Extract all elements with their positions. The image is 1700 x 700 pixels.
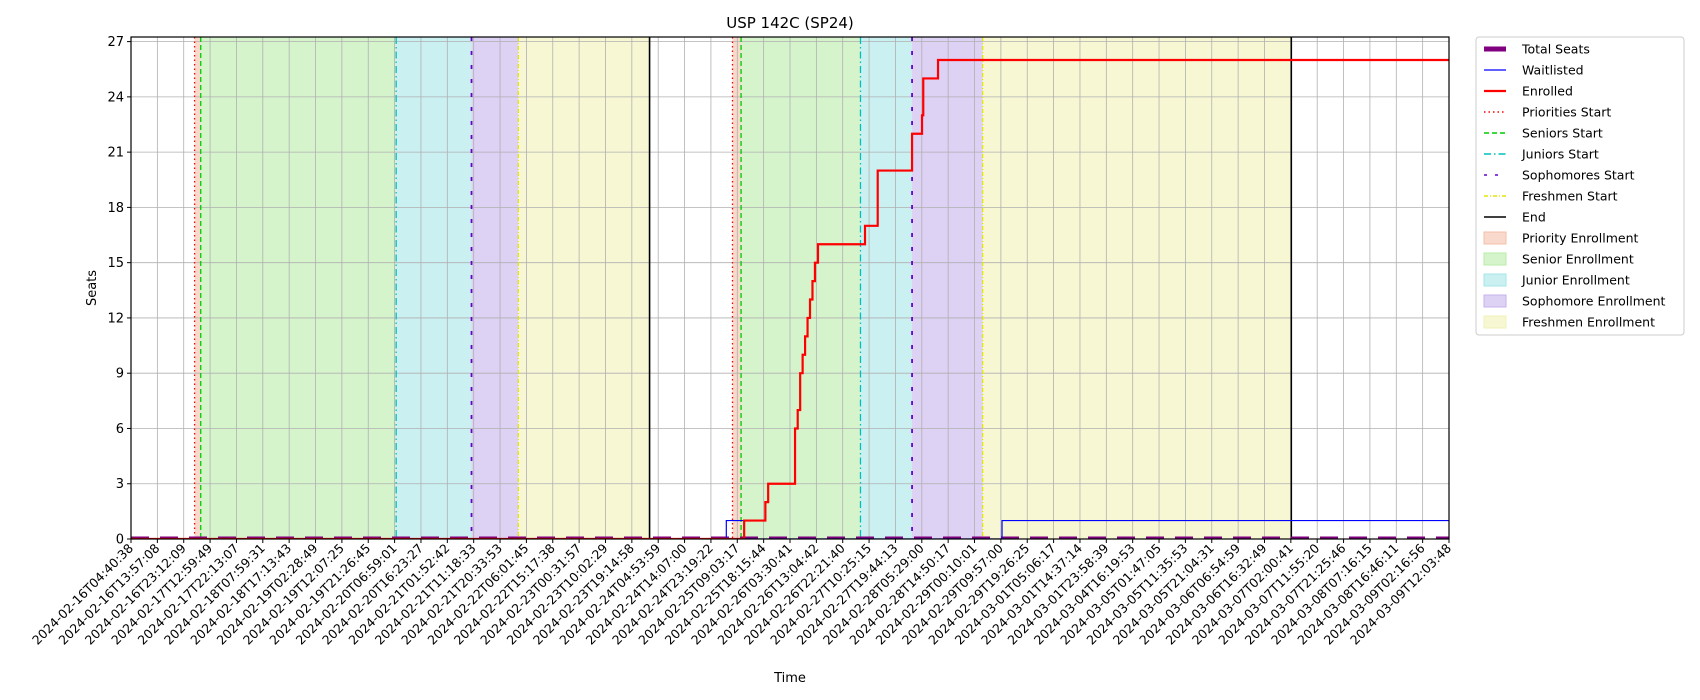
period-span-3-0 bbox=[471, 37, 519, 539]
period-span-0-0 bbox=[194, 37, 201, 539]
legend: Total Seats Waitlisted Enrolled Priorities … bbox=[1475, 36, 1685, 336]
legend-label-7: Freshmen Start bbox=[1522, 189, 1618, 204]
legend-swatch-9 bbox=[1483, 231, 1507, 245]
period-span-4-1 bbox=[982, 37, 1292, 539]
legend-label-2: Enrolled bbox=[1522, 84, 1573, 99]
legend-label-4: Seniors Start bbox=[1522, 126, 1603, 141]
period-span-0-1 bbox=[732, 37, 742, 539]
legend-label-12: Sophomore Enrollment bbox=[1522, 294, 1666, 309]
legend-label-10: Senior Enrollment bbox=[1522, 252, 1634, 267]
y-tick-label-7: 21 bbox=[107, 146, 124, 161]
period-span-1-0 bbox=[200, 37, 397, 539]
legend-label-5: Juniors Start bbox=[1521, 147, 1599, 162]
period-span-1-1 bbox=[741, 37, 861, 539]
legend-swatch-10 bbox=[1483, 252, 1507, 266]
y-tick-label-1: 3 bbox=[116, 477, 124, 492]
period-span-4-0 bbox=[518, 37, 650, 539]
legend-label-9: Priority Enrollment bbox=[1522, 231, 1639, 246]
y-tick-label-5: 15 bbox=[107, 256, 124, 271]
y-tick-label-6: 18 bbox=[107, 201, 124, 216]
y-tick-label-2: 6 bbox=[116, 422, 124, 437]
y-tick-label-0: 0 bbox=[116, 533, 124, 548]
legend-swatch-13 bbox=[1483, 315, 1507, 329]
legend-label-1: Waitlisted bbox=[1522, 63, 1584, 78]
chart-title: USP 142C (SP24) bbox=[726, 14, 854, 32]
legend-label-11: Junior Enrollment bbox=[1521, 273, 1630, 288]
legend-label-8: End bbox=[1522, 210, 1546, 225]
y-tick-label-4: 12 bbox=[107, 311, 124, 326]
x-axis-label: Time bbox=[773, 671, 806, 686]
legend-frame bbox=[1475, 36, 1685, 336]
y-tick-label-9: 27 bbox=[107, 35, 124, 50]
y-tick-label-3: 9 bbox=[116, 367, 124, 382]
legend-label-0: Total Seats bbox=[1521, 42, 1590, 57]
legend-swatch-11 bbox=[1483, 273, 1507, 287]
legend-label-6: Sophomores Start bbox=[1522, 168, 1635, 183]
y-axis-label: Seats bbox=[85, 270, 100, 306]
legend-label-3: Priorities Start bbox=[1522, 105, 1611, 120]
y-tick-label-8: 24 bbox=[107, 90, 124, 105]
series-line-enrolled bbox=[131, 58, 1449, 539]
period-span-3-1 bbox=[912, 37, 983, 539]
legend-swatch-12 bbox=[1483, 294, 1507, 308]
legend-label-13: Freshmen Enrollment bbox=[1522, 315, 1655, 330]
period-span-2-1 bbox=[860, 37, 913, 539]
period-span-2-0 bbox=[396, 37, 472, 539]
